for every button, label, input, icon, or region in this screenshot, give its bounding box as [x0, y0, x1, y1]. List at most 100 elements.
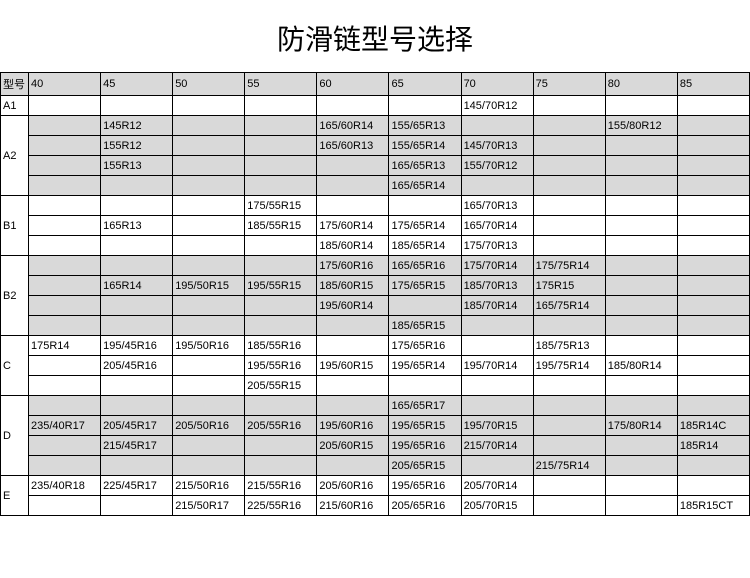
data-cell — [605, 376, 677, 396]
data-cell — [29, 96, 101, 116]
data-cell: 165/60R14 — [317, 116, 389, 136]
data-cell — [605, 236, 677, 256]
data-cell — [245, 436, 317, 456]
data-cell — [173, 176, 245, 196]
row-group-label: A2 — [1, 116, 29, 196]
data-cell — [317, 316, 389, 336]
data-cell — [317, 376, 389, 396]
data-cell: 175/80R14 — [605, 416, 677, 436]
data-cell — [677, 456, 749, 476]
col-header: 45 — [101, 73, 173, 96]
data-cell: 185/70R13 — [461, 276, 533, 296]
data-cell: 185/70R14 — [461, 296, 533, 316]
data-cell — [605, 436, 677, 456]
data-cell — [101, 96, 173, 116]
data-cell — [605, 176, 677, 196]
data-cell: 195/50R15 — [173, 276, 245, 296]
data-cell — [533, 136, 605, 156]
data-cell — [173, 296, 245, 316]
data-cell — [677, 336, 749, 356]
data-cell: 185/60R14 — [317, 236, 389, 256]
data-cell: 195/55R16 — [245, 356, 317, 376]
data-cell — [101, 176, 173, 196]
data-cell: 225/55R16 — [245, 496, 317, 516]
row-group-label: B1 — [1, 196, 29, 256]
data-cell — [101, 316, 173, 336]
table-row: 165/65R14 — [1, 176, 750, 196]
data-cell — [605, 476, 677, 496]
data-cell — [677, 196, 749, 216]
data-cell — [29, 316, 101, 336]
table-row: 185/65R15 — [1, 316, 750, 336]
data-cell: 175/65R16 — [389, 336, 461, 356]
data-cell — [389, 376, 461, 396]
data-cell — [173, 216, 245, 236]
data-cell: 175/70R13 — [461, 236, 533, 256]
data-cell — [605, 456, 677, 476]
data-cell — [461, 456, 533, 476]
data-cell: 165/60R13 — [317, 136, 389, 156]
data-cell: 175/60R14 — [317, 216, 389, 236]
data-cell: 215/50R16 — [173, 476, 245, 496]
data-cell — [29, 136, 101, 156]
data-cell: 155R12 — [101, 136, 173, 156]
data-cell — [533, 436, 605, 456]
data-cell: 205/70R15 — [461, 496, 533, 516]
data-cell: 195/75R14 — [533, 356, 605, 376]
table-row: 205/55R15 — [1, 376, 750, 396]
data-cell — [317, 396, 389, 416]
data-cell: 165/65R17 — [389, 396, 461, 416]
table-row: 195/60R14185/70R14165/75R14 — [1, 296, 750, 316]
data-cell — [533, 376, 605, 396]
data-cell: 205/60R15 — [317, 436, 389, 456]
data-cell: 145R12 — [101, 116, 173, 136]
data-cell: 195/45R16 — [101, 336, 173, 356]
data-cell — [173, 136, 245, 156]
data-cell: 195/55R15 — [245, 276, 317, 296]
data-cell — [101, 496, 173, 516]
data-cell: 215/60R16 — [317, 496, 389, 516]
data-cell — [317, 156, 389, 176]
table-row: E235/40R18225/45R17215/50R16215/55R16205… — [1, 476, 750, 496]
col-header: 80 — [605, 73, 677, 96]
data-cell — [101, 396, 173, 416]
data-cell: 195/65R16 — [389, 436, 461, 456]
col-header: 85 — [677, 73, 749, 96]
data-cell — [533, 236, 605, 256]
data-cell: 175R14 — [29, 336, 101, 356]
table-row: 215/50R17225/55R16215/60R16205/65R16205/… — [1, 496, 750, 516]
data-cell — [677, 236, 749, 256]
data-cell: 195/60R14 — [317, 296, 389, 316]
data-cell — [245, 396, 317, 416]
data-cell: 175/70R14 — [461, 256, 533, 276]
data-cell — [605, 316, 677, 336]
table-row: A2145R12165/60R14155/65R13155/80R12 — [1, 116, 750, 136]
data-cell — [677, 216, 749, 236]
row-group-label: A1 — [1, 96, 29, 116]
data-cell — [461, 316, 533, 336]
data-cell: 205/60R16 — [317, 476, 389, 496]
data-cell: 195/65R15 — [389, 416, 461, 436]
data-cell — [317, 336, 389, 356]
data-cell — [29, 296, 101, 316]
data-cell — [29, 176, 101, 196]
table-row: 235/40R17205/45R17205/50R16205/55R16195/… — [1, 416, 750, 436]
data-cell — [173, 256, 245, 276]
data-cell: 205/70R14 — [461, 476, 533, 496]
data-cell — [173, 196, 245, 216]
data-cell — [101, 456, 173, 476]
data-cell — [29, 256, 101, 276]
data-cell — [677, 156, 749, 176]
data-cell: 195/60R16 — [317, 416, 389, 436]
table-header-row: 型号40455055606570758085 — [1, 73, 750, 96]
data-cell — [533, 216, 605, 236]
data-cell: 225/45R17 — [101, 476, 173, 496]
data-cell — [677, 176, 749, 196]
col-header: 60 — [317, 73, 389, 96]
data-cell — [29, 216, 101, 236]
data-cell — [677, 276, 749, 296]
data-cell: 165/65R14 — [389, 176, 461, 196]
table-row: 205/65R15215/75R14 — [1, 456, 750, 476]
data-cell: 205/65R16 — [389, 496, 461, 516]
row-group-label: D — [1, 396, 29, 476]
